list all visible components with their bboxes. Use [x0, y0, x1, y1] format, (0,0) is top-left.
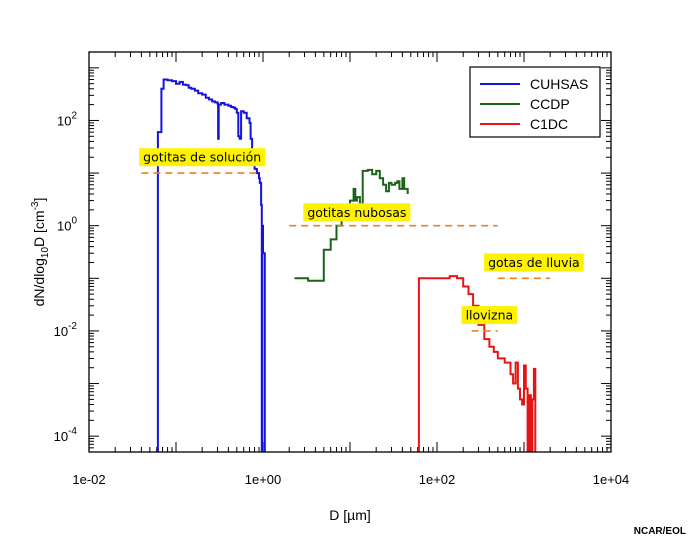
annotation-box	[484, 253, 584, 272]
x-tick-label: 1e+02	[419, 472, 456, 487]
y-axis-title-pre: dN/dlog	[31, 258, 47, 306]
x-tick-label: 1e-02	[72, 472, 105, 487]
y-axis-title-post: ]	[31, 198, 47, 202]
annotation-label: llovizna	[461, 306, 518, 325]
legend-label-ccdp: CCDP	[530, 96, 570, 112]
y-axis-title-sub: 10	[40, 247, 51, 259]
annotation-box	[461, 306, 518, 325]
credit-label: NCAR/EOL	[634, 526, 686, 537]
y-tick-label: 100	[57, 216, 77, 234]
legend: CUHSAS CCDP C1DC	[469, 66, 601, 138]
annotation-layer: gotitas de solución gotitas nubosas gotas …	[139, 148, 584, 332]
y-tick-label: 10-4	[54, 426, 78, 444]
annotation-text: gotitas nubosas	[307, 205, 406, 220]
x-tick-labels: 1e-02 1e+00 1e+02 1e+04	[72, 472, 629, 487]
y-tick-labels: 10-4 10-2 100 102	[54, 110, 78, 444]
annotation-text: gotitas de solución	[143, 150, 261, 165]
y-axis-title-mid: D [cm	[31, 210, 47, 247]
x-tick-label: 1e+04	[593, 472, 630, 487]
annotation-label: gotitas nubosas	[303, 203, 411, 222]
x-axis-title: D [µm]	[329, 507, 371, 523]
annotation-text: gotas de lluvia	[488, 255, 580, 270]
series-line-cuhsas	[156, 78, 266, 452]
plot-frame	[88, 51, 612, 453]
y-axis-title-sup: -3	[30, 201, 41, 210]
y-axis-title: dN/dlog10D [cm-3]	[30, 198, 51, 307]
annotation-label: gotas de lluvia	[484, 253, 584, 272]
x-tick-label: 1e+00	[245, 472, 282, 487]
ticks	[88, 51, 612, 453]
series-line-c1dc	[417, 275, 537, 452]
legend-label-c1dc: C1DC	[530, 116, 568, 132]
annotation-label: gotitas de solución	[139, 148, 266, 167]
y-tick-label: 102	[57, 110, 77, 128]
annotation-box	[139, 148, 266, 167]
y-tick-label: 10-2	[54, 321, 78, 339]
annotation-box	[303, 203, 411, 222]
annotation-text: llovizna	[466, 308, 514, 323]
legend-box	[469, 66, 601, 138]
legend-label-cuhsas: CUHSAS	[530, 76, 588, 92]
